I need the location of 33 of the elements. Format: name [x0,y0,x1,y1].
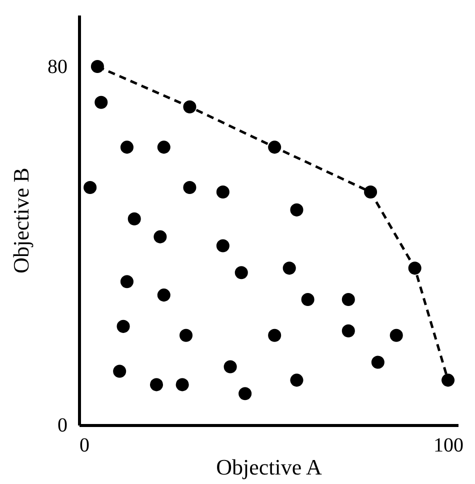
point [234,266,248,280]
point [157,140,170,154]
point [216,185,230,198]
point [180,328,193,342]
point [128,212,141,226]
point [268,328,282,342]
point [157,288,170,302]
x-axis-title: Objective A [216,454,322,480]
point [371,356,384,369]
point [116,320,130,333]
point [238,387,252,400]
point [342,324,355,338]
point [94,96,108,109]
point [390,328,403,342]
point [154,230,167,244]
point [442,374,455,387]
point [282,262,296,275]
point [176,378,189,392]
point [342,293,355,306]
point [216,239,230,252]
point [120,275,134,288]
x-tick-label: 100 [434,434,464,456]
y-tick-label: 80 [48,56,68,78]
point [224,360,237,374]
point [120,140,134,154]
point [183,181,196,194]
point [150,378,164,392]
point [84,181,97,194]
point [290,203,304,216]
point [301,293,314,306]
point [113,364,126,378]
point [290,374,304,387]
y-axis-title: Objective B [8,168,34,274]
